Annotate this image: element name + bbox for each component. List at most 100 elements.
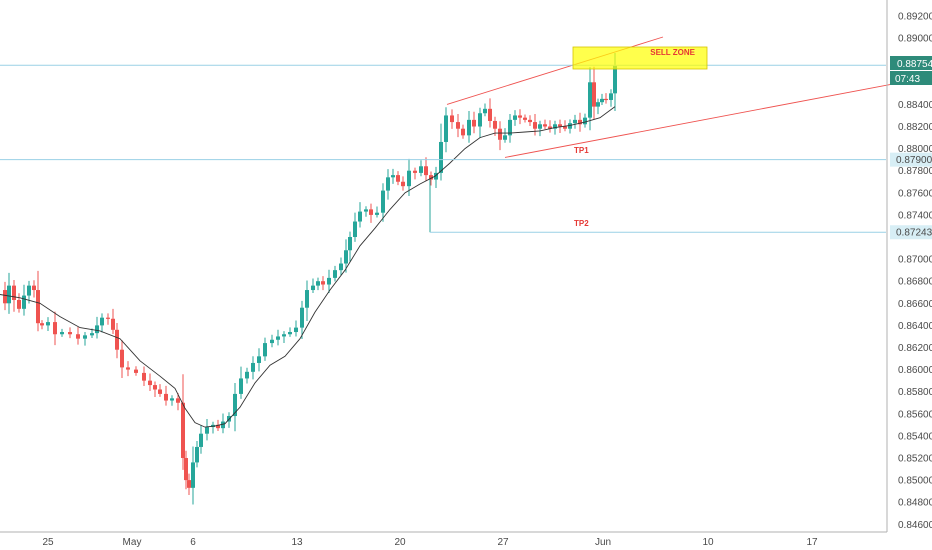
candle-body [288, 332, 292, 335]
price-tick-label: 0.86200 [898, 343, 932, 354]
price-tick-label: 0.85800 [898, 387, 932, 398]
candle-body [3, 290, 7, 304]
candle-body [263, 343, 267, 357]
time-tick-label: 27 [497, 537, 509, 548]
tp2-label: TP2 [574, 219, 589, 228]
tp1-label: TP1 [574, 146, 589, 155]
time-tick-label: 10 [702, 537, 714, 548]
price-tick-label: 0.86000 [898, 365, 932, 376]
last-price-value: 0.88754 [897, 59, 932, 70]
price-tick-label: 0.84800 [898, 498, 932, 509]
candle-body [493, 120, 497, 129]
candle-body [76, 334, 80, 339]
candle-body [413, 170, 417, 173]
candle-body [300, 307, 304, 328]
price-tick-label: 0.85200 [898, 454, 932, 465]
candle-body [68, 332, 72, 335]
price-tick-label: 0.86400 [898, 321, 932, 332]
candle-body [36, 290, 40, 324]
candle-body [148, 380, 152, 386]
candle-body [518, 115, 522, 118]
sell-zone-box [572, 46, 708, 70]
candle-body [126, 367, 130, 370]
candle-body [364, 209, 368, 212]
candle-body [46, 322, 50, 326]
candle-body [199, 433, 203, 447]
tp2-level-value: 0.87243 [896, 228, 932, 239]
candle-body [558, 124, 562, 127]
candle-body [32, 285, 36, 291]
moving-average-line [0, 106, 616, 428]
candle-body [17, 299, 21, 309]
candle-body [456, 122, 460, 129]
time-axis: 25 May 6 13 20 27 Jun 10 17 [42, 537, 818, 548]
price-tick-label: 0.88400 [898, 100, 932, 111]
candle-body [339, 263, 343, 271]
last-price-badge [890, 56, 932, 70]
price-tick-label: 0.85400 [898, 431, 932, 442]
candle-body [533, 122, 537, 129]
candle-body [95, 325, 99, 334]
candle-body [316, 281, 320, 286]
candle-body [321, 281, 325, 285]
time-tick-label: 13 [291, 537, 303, 548]
candle-body [588, 82, 592, 118]
candle-body [563, 126, 567, 129]
candle-body [583, 117, 587, 125]
candle-body [195, 446, 199, 463]
price-tick-label: 0.87600 [898, 188, 932, 199]
time-tick-label: 6 [190, 537, 196, 548]
candle-body [439, 141, 443, 173]
candle-body [600, 98, 604, 103]
price-tick-label: 0.88200 [898, 122, 932, 133]
candle-body [27, 285, 31, 296]
candle-body [22, 295, 26, 309]
price-tick-label: 0.89200 [898, 12, 932, 23]
candle-body [528, 119, 532, 123]
candle-body [604, 98, 608, 101]
candle-body [90, 333, 94, 336]
sell-zone-label: SELL ZONE [650, 48, 695, 57]
candle-body [386, 177, 390, 191]
candle-body [609, 93, 613, 100]
candle-body [467, 119, 471, 136]
candle-body [472, 119, 476, 127]
candle-body [100, 317, 104, 326]
candle-body [270, 339, 274, 344]
candle-body [381, 190, 385, 213]
time-tick-label: 20 [394, 537, 406, 548]
candle-body [276, 336, 280, 340]
price-tick-label: 0.87800 [898, 166, 932, 177]
price-tick-label: 0.87000 [898, 255, 932, 266]
candle-body [391, 175, 395, 178]
candle-body [407, 170, 411, 187]
candle-body [375, 212, 379, 215]
time-tick-label: Jun [595, 537, 611, 548]
candle-body [106, 317, 110, 319]
candle-body [553, 124, 557, 129]
candle-body [434, 172, 438, 180]
candle-body [513, 115, 517, 120]
countdown-value: 07:43 [895, 74, 920, 85]
candle-body [170, 398, 174, 401]
candle-body [401, 181, 405, 187]
candle-body [488, 108, 492, 121]
candle-body [83, 335, 87, 339]
candle-body [233, 393, 237, 417]
candle-body [450, 115, 454, 123]
candle-body [153, 385, 157, 390]
candle-body [483, 108, 487, 114]
candle-body [444, 115, 448, 142]
candle-body [369, 209, 373, 215]
candle-body [568, 123, 572, 129]
price-tick-label: 0.84600 [898, 520, 932, 531]
candle-body [419, 166, 423, 173]
candle-body [176, 398, 180, 403]
time-tick-label: 25 [42, 537, 54, 548]
candle-body [7, 285, 11, 304]
candle-body [503, 135, 507, 140]
candle-body [245, 371, 249, 379]
candle-body [596, 102, 600, 107]
